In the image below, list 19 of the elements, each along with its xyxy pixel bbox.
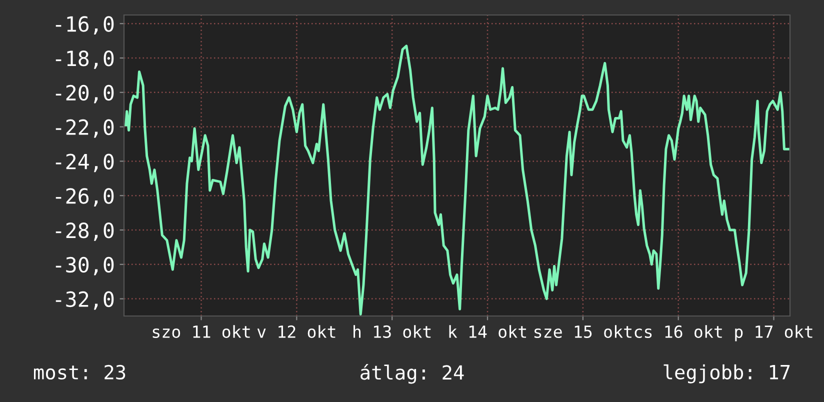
x-tick-label: h 13 okt (354, 325, 431, 338)
y-tick-label: -26,0 (56, 188, 114, 206)
x-tick-label: p 17 okt (735, 325, 812, 342)
y-tick-label: -28,0 (56, 222, 114, 241)
y-tick-label: -22,0 (56, 119, 114, 138)
text: most: 23 (34, 364, 126, 380)
text: átlag: 24 (360, 364, 464, 384)
x-tick-label: szo 11 okt (152, 325, 250, 338)
y-tick-label: -30,0 (56, 256, 114, 276)
x-tick-label: cs 16 okt (634, 325, 722, 338)
x-tick-label: v 12 okt (257, 325, 336, 338)
y-tick-label: -16,0 (56, 16, 114, 34)
x-tick-label: k 14 okt (449, 325, 526, 338)
y-tick-label: -32,0 (56, 291, 114, 310)
y-tick-label: -20,0 (56, 84, 114, 104)
y-tick-label: -18,0 (56, 50, 114, 69)
text: legjobb: 17 (664, 364, 790, 384)
x-tick-label: sze 15 okt (534, 325, 632, 338)
y-tick-label: -24,0 (56, 154, 114, 172)
